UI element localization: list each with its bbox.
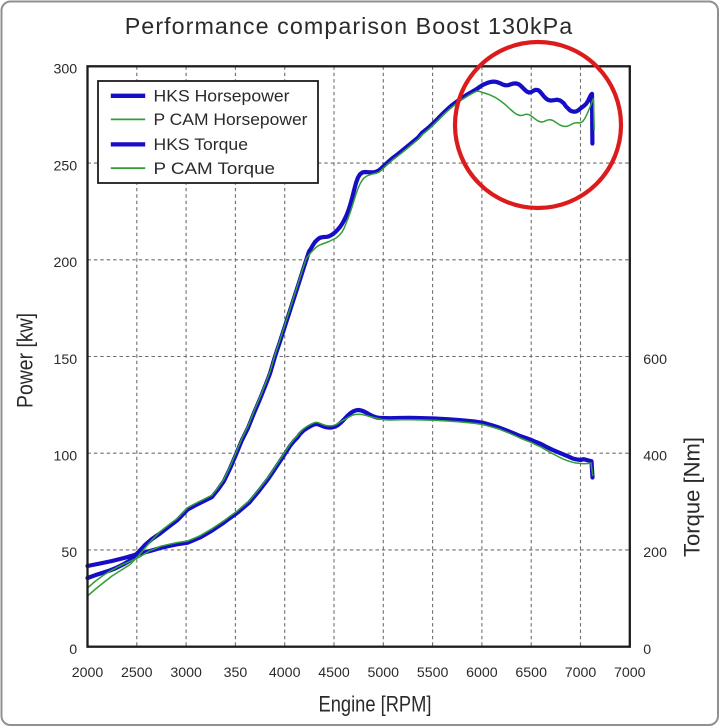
- svg-text:350: 350: [224, 665, 248, 681]
- svg-text:100: 100: [54, 449, 78, 465]
- svg-text:0: 0: [69, 642, 77, 658]
- svg-text:200: 200: [54, 255, 78, 271]
- svg-text:P CAM Horsepower: P CAM Horsepower: [154, 110, 308, 129]
- svg-text:200: 200: [643, 545, 667, 561]
- svg-text:600: 600: [643, 352, 667, 368]
- svg-text:4000: 4000: [269, 665, 301, 681]
- svg-text:2500: 2500: [121, 665, 153, 681]
- svg-text:250: 250: [54, 158, 78, 174]
- svg-text:4500: 4500: [318, 665, 350, 681]
- svg-text:P CAM Torque: P CAM Torque: [154, 159, 276, 178]
- svg-text:Performance comparison Boost 1: Performance comparison Boost 130kPa: [125, 13, 574, 39]
- svg-text:6000: 6000: [466, 665, 498, 681]
- svg-text:Engine [RPM]: Engine [RPM]: [319, 692, 432, 717]
- svg-text:Torque [Nm]: Torque [Nm]: [680, 437, 705, 557]
- svg-text:3000: 3000: [170, 665, 202, 681]
- svg-text:400: 400: [643, 449, 667, 465]
- svg-text:Power [kw]: Power [kw]: [13, 313, 38, 408]
- svg-text:7000: 7000: [565, 665, 597, 681]
- svg-text:150: 150: [54, 352, 78, 368]
- svg-text:6500: 6500: [515, 665, 547, 681]
- svg-text:HKS Horsepower: HKS Horsepower: [154, 87, 290, 106]
- svg-text:7000: 7000: [614, 665, 646, 681]
- svg-text:50: 50: [61, 545, 77, 561]
- svg-text:0: 0: [643, 642, 651, 658]
- svg-text:2000: 2000: [72, 665, 104, 681]
- svg-text:HKS Torque: HKS Torque: [154, 135, 249, 154]
- svg-text:5000: 5000: [368, 665, 400, 681]
- svg-text:300: 300: [54, 62, 78, 78]
- svg-text:5500: 5500: [417, 665, 449, 681]
